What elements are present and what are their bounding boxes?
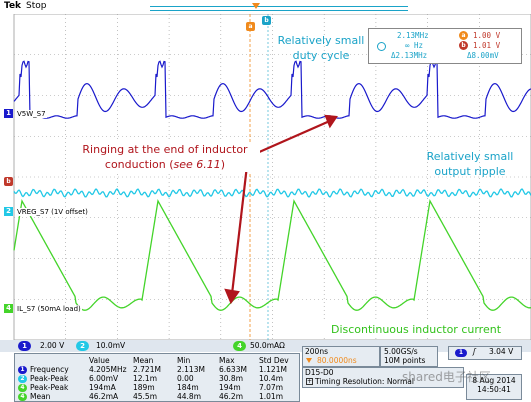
measurement-cell: 194m xyxy=(219,383,241,392)
trigger-position-icon-small xyxy=(306,358,312,363)
ch4-scale[interactable]: 50.0mAΩ xyxy=(250,341,285,350)
cursor-b-top-marker-icon[interactable]: b xyxy=(262,16,271,25)
trigger-slope-icon: ʃ xyxy=(473,347,476,356)
ch4-marker-icon[interactable]: 4 xyxy=(4,304,13,313)
trigger-pane[interactable]: 1 ʃ 3.04 V xyxy=(448,346,522,360)
measurement-cell: 1.121M xyxy=(259,365,287,374)
cursor-a-icon: a xyxy=(459,31,468,40)
measurement-name: Frequency xyxy=(30,365,69,374)
measurement-cell: 1.01m xyxy=(259,392,284,401)
time: 14:50:41 xyxy=(477,385,511,394)
ch1-marker-icon[interactable]: 1 xyxy=(4,109,13,118)
record-bar[interactable] xyxy=(150,6,408,11)
ch1-label: V5W_S7 xyxy=(16,110,47,118)
col-header: Max xyxy=(219,356,235,365)
measurement-table[interactable]: Value Mean Min Max Std Dev 1 Frequency 4.2… xyxy=(14,353,300,402)
sample-rate-pane[interactable]: 5.00GS/s 10M points xyxy=(380,346,438,367)
measurement-name: Mean xyxy=(30,392,51,401)
measurement-cell: 184m xyxy=(177,383,199,392)
digital-channels: D15-D0 xyxy=(305,368,334,377)
ch2-scale[interactable]: 10.0mV xyxy=(96,341,126,350)
watermark: shared电子社区 xyxy=(402,370,491,384)
measurement-cell: 6.00mV xyxy=(89,374,119,383)
measurement-name: Peak-Peak xyxy=(30,374,69,383)
measurement-channel-icon: 2 xyxy=(18,375,27,383)
measurement-cell: 44.8m xyxy=(177,392,202,401)
measurement-channel-icon: 4 xyxy=(18,384,27,392)
col-header: Value xyxy=(89,356,110,365)
measurement-cell: 10.4m xyxy=(259,374,284,383)
ref-b-marker-icon[interactable]: b xyxy=(4,177,13,186)
measurement-name: Peak-Peak xyxy=(30,383,69,392)
trigger-source-icon: 1 xyxy=(455,349,467,357)
cursor-blue-ring-icon xyxy=(377,42,386,51)
ch1-scale[interactable]: 2.00 V xyxy=(40,341,65,350)
cursor-delta-freq: Δ2.13MHz xyxy=(391,51,428,60)
cursor-volt-a: 1.00 V xyxy=(473,31,501,40)
dcm-annotation: Discontinuous inductor current xyxy=(306,322,526,337)
cursor-a-top-marker-icon[interactable]: a xyxy=(246,22,255,31)
measurement-cell: 194mA xyxy=(89,383,116,392)
measurement-cell: 4.205MHz xyxy=(89,365,127,374)
datetime-pane: 8 Aug 2014 14:50:41 xyxy=(466,374,522,400)
ch1-waveform xyxy=(13,60,531,119)
expand-icon: + xyxy=(306,378,313,385)
measurement-cell: 12.1m xyxy=(133,374,158,383)
measurement-channel-icon: 4 xyxy=(18,393,27,401)
ringing-arrows xyxy=(224,114,338,305)
timebase-scale: 200ns xyxy=(305,347,328,356)
measurement-cell: 45.5m xyxy=(133,392,158,401)
measurement-cell: 2.721M xyxy=(133,365,161,374)
measurement-cell: 7.07m xyxy=(259,383,284,392)
col-header: Std Dev xyxy=(259,356,289,365)
measurement-cell: 46.2mA xyxy=(89,392,119,401)
cursor-volt-b: 1.01 V xyxy=(473,41,501,50)
measurement-channel-icon: 1 xyxy=(18,366,27,374)
sample-rate: 5.00GS/s xyxy=(384,347,418,356)
ch4-scale-icon[interactable]: 4 xyxy=(233,341,246,351)
ch4-label: IL_S7 (50mA load) xyxy=(16,305,82,313)
brand-label: Tek xyxy=(4,1,22,11)
cursor-delta-volt: Δ8.00mV xyxy=(467,51,499,60)
measurement-cell: 0.00 xyxy=(177,374,194,383)
cursor-freq-b: ∞ Hz xyxy=(405,41,424,50)
measurement-cell: 2.113M xyxy=(177,365,205,374)
ringing-annotation: Ringing at the end of inductor conductio… xyxy=(70,142,260,172)
output-ripple-annotation: Relatively small output ripple xyxy=(426,150,514,178)
measurement-cell: 6.633M xyxy=(219,365,247,374)
status-header: Tek Stop xyxy=(0,0,531,14)
timebase-pane[interactable]: 200ns 80.0000ns xyxy=(302,346,380,367)
col-header: Min xyxy=(177,356,191,365)
ch2-scale-icon[interactable]: 2 xyxy=(76,341,89,351)
timing-resolution: Timing Resolution: Normal xyxy=(315,377,414,386)
col-header: Mean xyxy=(133,356,154,365)
trigger-position-icon[interactable] xyxy=(252,3,260,9)
date: 8 Aug 2014 xyxy=(472,376,516,385)
duty-cycle-annotation: Relatively small duty cycle xyxy=(277,34,365,62)
waveform-graticule xyxy=(13,14,531,340)
timebase-position: 80.0000ns xyxy=(317,356,357,365)
graticule-frame xyxy=(13,14,531,340)
ch4-waveform xyxy=(13,199,531,311)
cursor-freq-a: 2.13MHz xyxy=(397,31,429,40)
measurement-cell: 30.8m xyxy=(219,374,244,383)
cursor-b-icon: b xyxy=(459,41,468,50)
acquisition-state: Stop xyxy=(26,1,47,11)
cursor-readout: 2.13MHz a 1.00 V ∞ Hz b 1.01 V Δ2.13MHz … xyxy=(368,28,522,64)
digital-pane[interactable]: D15-D0 + Timing Resolution: Normal xyxy=(302,367,464,388)
measurement-cell: 189m xyxy=(133,383,155,392)
ch1-scale-icon[interactable]: 1 xyxy=(18,341,31,351)
ch2-label: VREG_S7 (1V offset) xyxy=(16,208,89,216)
measurement-cell: 46.2m xyxy=(219,392,244,401)
trigger-level: 3.04 V xyxy=(489,347,514,356)
ch2-waveform xyxy=(13,188,531,198)
record-length: 10M points xyxy=(384,356,426,365)
ch2-marker-icon[interactable]: 2 xyxy=(4,207,13,216)
